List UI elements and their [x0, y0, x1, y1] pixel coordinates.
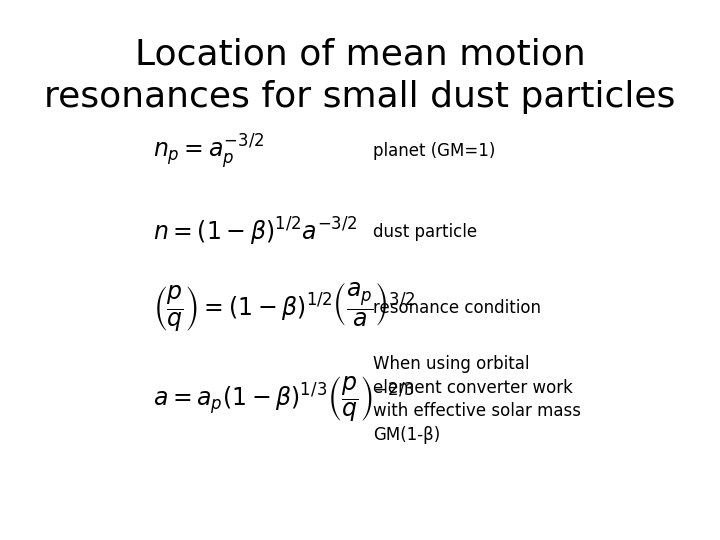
Text: $\left(\dfrac{p}{q}\right) = (1 - \beta)^{1/2} \left(\dfrac{a_p}{a}\right)^{3/2}: $\left(\dfrac{p}{q}\right) = (1 - \beta)… [153, 281, 415, 334]
Text: Location of mean motion
resonances for small dust particles: Location of mean motion resonances for s… [45, 38, 675, 114]
Text: $a = a_p (1 - \beta)^{1/3} \left(\dfrac{p}{q}\right)^{-2/3}$: $a = a_p (1 - \beta)^{1/3} \left(\dfrac{… [153, 375, 415, 424]
Text: $n = (1 - \beta)^{1/2} a^{-3/2}$: $n = (1 - \beta)^{1/2} a^{-3/2}$ [153, 216, 357, 248]
Text: resonance condition: resonance condition [373, 299, 541, 317]
Text: $n_p = a_p^{-3/2}$: $n_p = a_p^{-3/2}$ [153, 132, 264, 171]
Text: dust particle: dust particle [373, 223, 477, 241]
Text: planet (GM=1): planet (GM=1) [373, 142, 495, 160]
Text: When using orbital
element converter work
with effective solar mass
GM(1-β): When using orbital element converter wor… [373, 355, 581, 444]
